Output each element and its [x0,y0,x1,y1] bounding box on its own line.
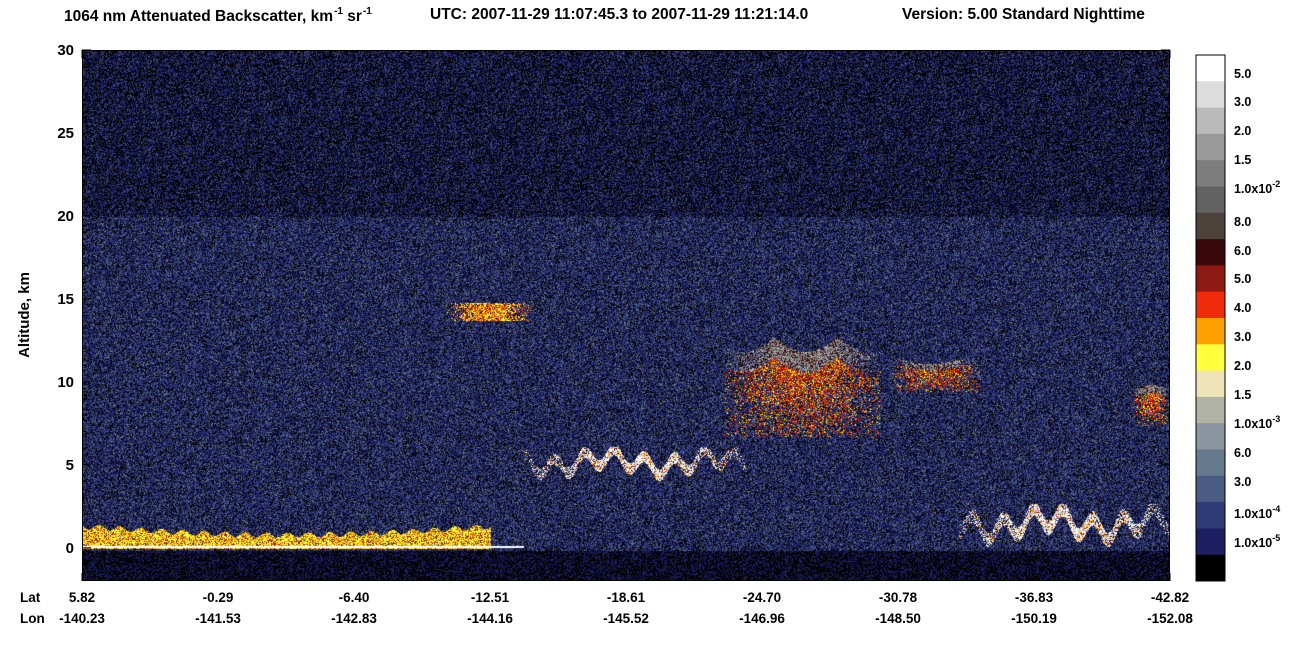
colorbar-swatch [1196,212,1225,240]
x-tick-lon: -141.53 [195,611,241,626]
colorbar-label: 3.0 [1234,95,1251,109]
title-version: Version: 5.00 Standard Nighttime [902,6,1145,23]
colorbar-label: 1.0x10-5 [1234,533,1280,550]
colorbar-label: 2.0 [1234,124,1251,138]
colorbar-swatch [1196,475,1225,503]
y-tick-label: 10 [57,374,74,391]
y-tick-label: 15 [57,291,74,308]
colorbar-label: 3.0 [1234,330,1251,344]
colorbar-label: 1.5 [1234,153,1251,167]
x-tick-lat: -24.70 [743,590,781,605]
colorbar-label: 6.0 [1234,446,1251,460]
colorbar-swatch [1196,55,1225,82]
y-axis: 0 5 10 15 20 25 30 [57,42,1170,565]
colorbar-label: 4.0 [1234,301,1251,315]
y-axis-label: Altitude, km [16,272,33,358]
colorbar-swatch [1196,133,1225,161]
y-tick-label: 0 [66,540,74,557]
colorbar-swatch [1196,449,1225,477]
x-tick-lat: -6.40 [339,590,370,605]
colorbar-swatch [1196,554,1225,582]
x-tick-lat: -12.51 [471,590,510,605]
x-tick-lon: -140.23 [59,611,105,626]
x-tick-lon: -145.52 [603,611,649,626]
colorbar-label: 6.0 [1234,244,1251,258]
colorbar-label: 8.0 [1234,215,1251,229]
colorbar-label: 1.0x10-2 [1234,179,1280,196]
colorbar-swatch [1196,318,1225,345]
x-tick-lon: -148.50 [875,611,921,626]
x-tick-lon: -150.19 [1011,611,1057,626]
colorbar-label: 2.0 [1234,359,1251,373]
x-tick-lat: -42.82 [1151,590,1189,605]
colorbar-swatch [1196,502,1225,529]
y-tick-label: 5 [66,457,74,474]
x-tick-lat: 5.82 [69,590,95,605]
colorbar-label: 1.0x10-4 [1234,504,1280,521]
x-tick-lon: -142.83 [331,611,377,626]
x-row-label-lat: Lat [20,590,41,605]
x-tick-lon: -144.16 [467,611,513,626]
colorbar-swatch [1196,370,1225,398]
y-tick-label: 25 [57,125,74,142]
x-row-label-lon: Lon [20,611,45,626]
x-tick-lon: -146.96 [739,611,785,626]
colorbar-swatch [1196,291,1225,319]
colorbar-label: 1.0x10-3 [1234,414,1280,431]
colorbar-swatch [1196,344,1225,372]
colorbar-swatch [1196,107,1225,135]
colorbar-swatch [1196,528,1225,556]
colorbar: 5.0 3.0 2.0 1.5 1.0x10-2 8.0 6.0 5.0 4.0 3.0 2.0 1.… [1195,54,1280,582]
colorbar-swatch [1196,265,1225,293]
colorbar-swatch [1196,396,1225,424]
x-tick-lat: -30.78 [879,590,918,605]
y-tick-label: 20 [57,208,74,225]
backscatter-image [83,51,1169,580]
title-quantity: 1064 nm Attenuated Backscatter, km-1 sr-… [64,6,372,25]
colorbar-frame [1195,54,1226,582]
colorbar-swatch [1196,81,1225,109]
colorbar-swatch [1196,239,1225,266]
backscatter-heatmap [82,50,1170,581]
x-tick-lat: -18.61 [607,590,646,605]
colorbar-swatch [1196,160,1225,187]
x-axis: Lat Lon 5.82 -140.23 -0.29 -141.53 -6.40 -142.8… [20,50,1193,626]
colorbar-label: 5.0 [1234,67,1251,81]
colorbar-swatch [1196,186,1225,214]
x-tick-lat: -0.29 [203,590,234,605]
y-tick-label: 30 [57,42,74,59]
x-tick-lon: -152.08 [1147,611,1193,626]
colorbar-label: 3.0 [1234,475,1251,489]
colorbar-swatch [1196,423,1225,450]
x-tick-lat: -36.83 [1015,590,1054,605]
colorbar-label: 1.5 [1234,388,1251,402]
colorbar-label: 5.0 [1234,272,1251,286]
title-utc-range: UTC: 2007-11-29 11:07:45.3 to 2007-11-29… [430,6,809,23]
